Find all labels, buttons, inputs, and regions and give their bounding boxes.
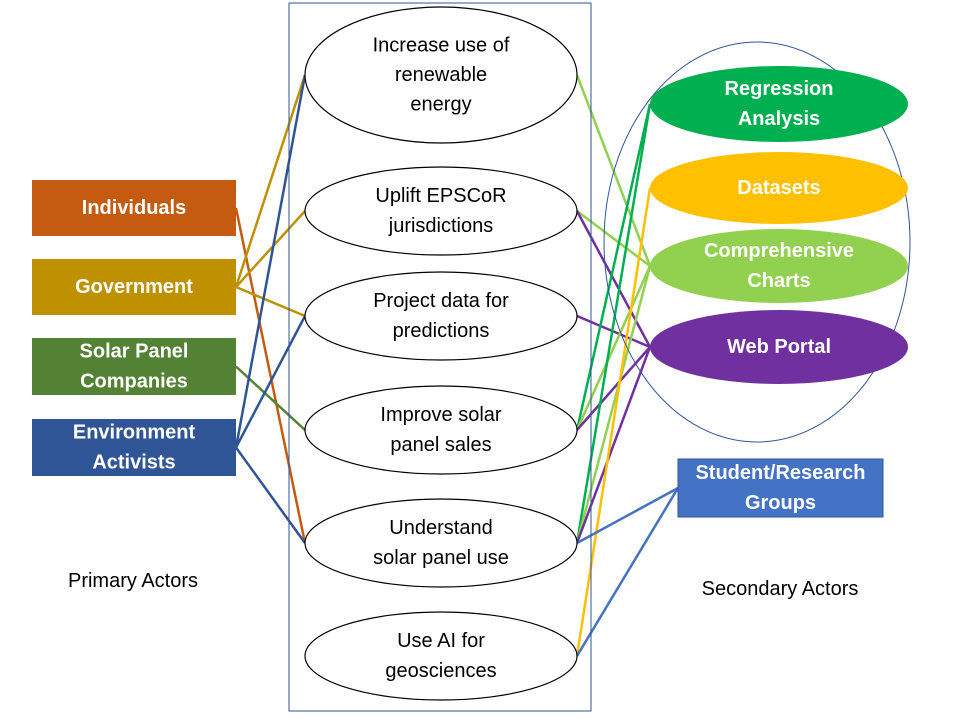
use-case-label-line: geosciences <box>385 660 496 682</box>
link-uc4-regression <box>575 103 652 431</box>
use-case-label-line: Use AI for <box>397 630 485 652</box>
link-env-uc1 <box>234 74 307 448</box>
link-uc5-regression <box>575 103 652 544</box>
actor-solar: Solar Panel Companies <box>32 338 236 395</box>
connection-lines <box>234 74 680 657</box>
features: RegressionAnalysisDatasetsComprehensiveC… <box>650 66 908 384</box>
link-uc3-portal <box>576 314 651 349</box>
link-uc4-charts <box>575 265 652 431</box>
link-env-uc3 <box>234 315 307 449</box>
link-uc2-portal <box>575 210 652 348</box>
use-case-ellipse <box>304 611 578 701</box>
feature-label-line: Regression <box>725 78 834 100</box>
primary-actors-caption: Primary Actors <box>68 570 198 592</box>
use-case-label-line: Understand <box>389 517 492 539</box>
feature-label-line: Analysis <box>738 108 820 130</box>
link-uc6-student <box>575 487 680 657</box>
feature-charts: Comprehensive Charts <box>650 229 908 303</box>
link-uc2-charts <box>576 210 651 267</box>
actor-label-line: Individuals <box>82 197 186 219</box>
actor-label-line: Government <box>75 276 193 298</box>
feature-datasets: Datasets <box>650 152 908 224</box>
use-case-ellipse <box>304 271 578 361</box>
actor-box <box>32 180 236 236</box>
secondary-actors-caption: Secondary Actors <box>702 578 859 600</box>
feature-ellipse <box>650 152 908 224</box>
use-case-label-line: Project data for <box>373 290 509 312</box>
use-case-label-line: energy <box>410 94 471 116</box>
link-env-uc5 <box>234 446 307 544</box>
feature-ellipse <box>650 310 908 384</box>
use-case-uc3: Project data for predictions <box>304 271 578 361</box>
use-case-uc5: Understand solar panel use <box>304 498 578 588</box>
system-boundary <box>288 2 592 712</box>
use-case-uc2: Uplift EPSCoR jurisdictions <box>304 166 578 256</box>
secondary-actor-label-line: Student/Research <box>695 462 865 484</box>
actor-label-line: Companies <box>80 370 188 392</box>
use-cases: Increase use of renewable energy Uplift EPS… <box>304 6 578 701</box>
feature-label-line: Datasets <box>737 177 820 199</box>
link-uc6-datasets <box>575 187 652 657</box>
feature-ellipse <box>650 229 908 303</box>
feature-portal: Web Portal <box>650 310 908 384</box>
feature-label-line: Web Portal <box>727 336 831 358</box>
use-case-uc1: Increase use of renewable energy <box>304 6 578 144</box>
actor-label-line: Solar Panel <box>80 341 189 363</box>
feature-label-line: Comprehensive <box>704 240 854 262</box>
actor-box <box>32 338 236 395</box>
secondary-actor-box <box>677 458 884 518</box>
use-case-label-line: Increase use of <box>373 34 510 56</box>
use-case-uc4: Improve solar panel sales <box>304 385 578 475</box>
link-solar-uc4 <box>235 365 306 431</box>
use-case-ellipse <box>304 6 578 144</box>
use-case-label-line: jurisdictions <box>388 215 493 237</box>
actor-box <box>32 419 236 476</box>
feature-label-line: Charts <box>747 270 810 292</box>
feature-ellipse <box>650 66 908 142</box>
use-case-label-line: Uplift EPSCoR <box>375 185 506 207</box>
use-case-ellipse <box>304 166 578 256</box>
secondary-actors: Student/Research Groups <box>677 458 884 518</box>
link-uc5-portal <box>575 346 652 544</box>
primary-actors: Individuals Government Solar Panel Companie… <box>32 180 236 476</box>
secondary-actor-student: Student/Research Groups <box>677 458 884 518</box>
actor-government: Government <box>32 259 236 315</box>
link-uc5-charts <box>575 265 652 544</box>
link-government-uc2 <box>235 210 306 288</box>
link-individuals-uc5 <box>234 207 307 544</box>
use-case-label-line: Improve solar <box>380 404 501 426</box>
use-case-label-line: panel sales <box>390 434 491 456</box>
use-case-label-line: renewable <box>395 64 487 86</box>
use-case-label-line: solar panel use <box>373 547 509 569</box>
link-uc5-student <box>576 486 679 545</box>
link-uc1-charts <box>575 74 652 267</box>
use-case-uc6: Use AI for geosciences <box>304 611 578 701</box>
actor-label-line: Environment <box>73 422 196 444</box>
feature-regression: Regression Analysis <box>650 66 908 142</box>
actor-env: Environment Activists <box>32 419 236 476</box>
use-case-ellipse <box>304 498 578 588</box>
actor-individuals: Individuals <box>32 180 236 236</box>
feature-boundary <box>603 41 911 443</box>
link-government-uc3 <box>235 285 306 318</box>
actor-label-line: Activists <box>92 451 175 473</box>
actor-box <box>32 259 236 315</box>
use-case-label-line: predictions <box>393 320 490 342</box>
link-uc4-portal <box>576 346 651 431</box>
use-case-ellipse <box>304 385 578 475</box>
secondary-actor-label-line: Groups <box>745 492 816 514</box>
link-government-uc1 <box>234 74 307 288</box>
